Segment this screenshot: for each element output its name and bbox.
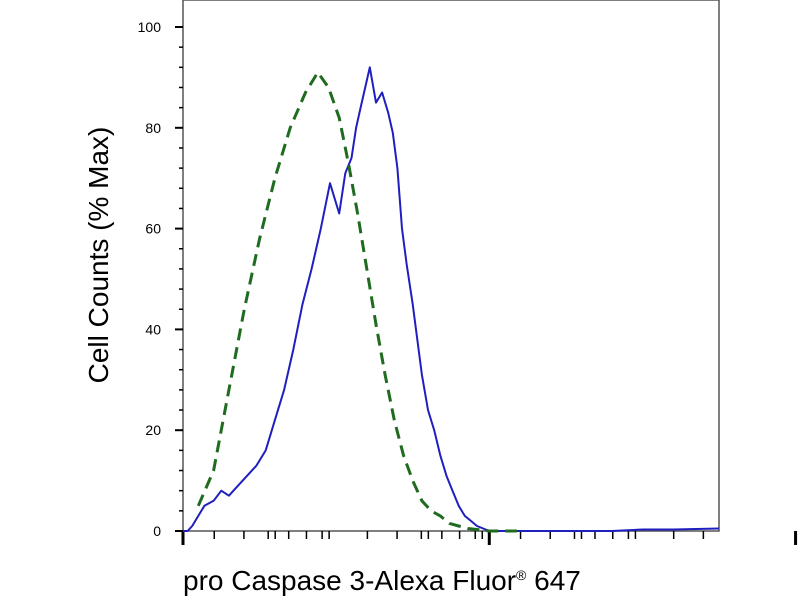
plot-frame [182, 0, 720, 532]
x-axis-title-suffix: 647 [526, 565, 581, 596]
y-tick-label: 100 [138, 19, 162, 35]
x-axis-title: pro Caspase 3-Alexa Fluor® 647 [183, 565, 581, 596]
series-group [183, 66, 720, 533]
x-axis-title-main: pro Caspase 3-Alexa Fluor [183, 565, 516, 596]
y-tick-label: 0 [153, 523, 161, 539]
y-tick-label: 20 [145, 422, 161, 438]
x-axis-title-registered: ® [516, 567, 527, 583]
tick-group: 0 20 40 60 80 100 [138, 19, 798, 545]
series-line-solid [183, 66, 720, 532]
y-tick-label: 80 [145, 120, 161, 136]
y-axis-title: Cell Counts (% Max) [83, 127, 114, 384]
y-tick-label: 60 [145, 221, 161, 237]
series-line-dashed [196, 70, 517, 533]
y-tick-label: 40 [145, 321, 161, 337]
